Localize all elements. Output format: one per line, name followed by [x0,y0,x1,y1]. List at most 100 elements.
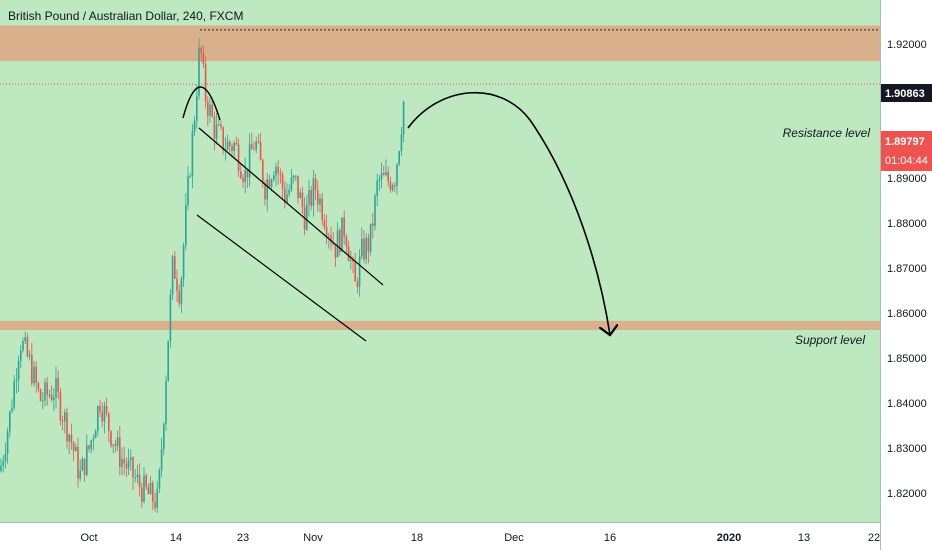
candle-body [233,143,235,151]
candle-body [182,245,185,279]
x-tick-nov: Nov [303,532,323,544]
candle-body [0,465,2,472]
candle-body [281,174,284,189]
candle-body [226,141,229,150]
candle-body [372,223,374,227]
candle-body [196,96,198,121]
candle-body [127,460,130,469]
candle-body [6,431,9,454]
candle-body [149,482,152,495]
candle-body [31,354,33,384]
plot-area[interactable] [0,0,880,522]
candle-body [110,431,112,446]
candle-body [97,406,99,432]
time-axis-panel[interactable] [0,522,880,550]
candle-body [314,178,317,191]
chart-title: British Pound / Australian Dollar, 240, … [8,9,243,23]
candle-body [237,144,240,172]
candle-body [156,488,158,508]
price-tag-1-90863: 1.90863 [885,88,925,100]
candle-body [286,194,288,203]
candle-body [299,192,301,199]
y-tick-1-82000: 1.82000 [887,488,927,500]
candle-body [42,400,44,402]
candle-body [9,411,11,432]
candle-body [270,180,273,188]
candle-body [328,235,330,237]
candle-body [323,220,326,228]
candle-body [284,188,286,203]
candle-body [213,116,216,139]
candle-body [94,431,97,439]
candle-body [136,474,139,478]
candle-body [319,198,321,205]
candle-body [347,246,350,262]
countdown-tag: 01:04:44 [885,155,928,167]
candle-body [330,235,332,243]
candle-body [209,104,211,116]
candle-body [90,440,92,449]
candle-body [160,449,163,471]
candle-body [251,144,253,150]
candle-body [332,242,334,245]
candle-body [325,227,328,237]
candle-body [88,445,90,449]
x-tick-dec: Dec [504,532,524,544]
x-tick-22: 22 [868,532,880,544]
candle-body [365,237,367,260]
y-tick-1-85000: 1.85000 [887,353,927,365]
candle-body [231,146,233,151]
y-tick-1-92000: 1.92000 [887,39,927,51]
candle-body [383,173,385,175]
candle-body [75,446,77,451]
candle-body [288,189,290,195]
candle-body [244,169,246,183]
candle-body [374,195,376,227]
candle-body [134,477,136,479]
current-price-tag-bg [881,131,932,171]
candle-body [15,379,18,382]
candle-body [262,160,264,184]
candle-body [207,101,209,116]
candle-body [215,124,218,139]
candle-body [380,173,383,179]
candle-body [202,52,205,64]
candle-body [376,180,378,196]
candle-body [13,381,15,408]
price-tag-1-90863-bg [881,84,932,102]
candle-body [176,278,178,292]
current-price-tag: 1.89797 [885,136,925,148]
candle-body [35,366,37,383]
candle-body [11,407,13,412]
channel-upper-line [198,127,384,286]
candle-body [277,166,279,174]
candle-body [64,412,66,422]
candle-body [77,446,79,479]
candle-body [246,169,249,178]
candle-body [317,190,319,205]
candle-body [86,445,88,475]
candle-body [336,230,339,258]
candle-body [394,185,396,187]
candle-body [123,458,125,464]
candle-body [334,244,337,258]
y-tick-1-89000: 1.89000 [887,173,927,185]
candle-body [79,470,81,479]
candle-body [391,185,394,190]
candle-body [387,172,389,182]
x-tick-14: 14 [170,532,182,544]
candle-body [229,141,231,147]
candle-body [295,175,297,177]
candle-body [266,179,268,200]
candle-body [24,337,26,342]
candle-body [345,236,348,247]
candle-body [48,394,51,396]
channel-lower-line [196,214,367,342]
candle-body [22,341,24,351]
candle-body [292,176,295,178]
y-tick-1-84000: 1.84000 [887,398,927,410]
candle-body [350,260,352,262]
candle-body [26,337,29,357]
candle-body [273,175,275,180]
